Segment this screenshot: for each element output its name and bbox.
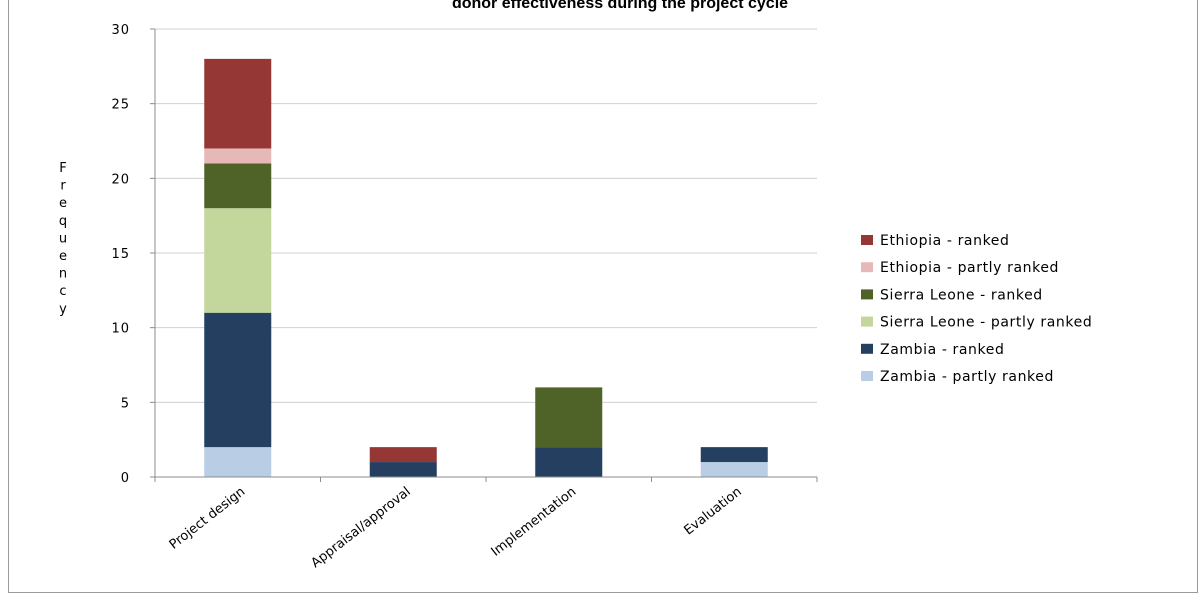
bars	[204, 58, 768, 477]
y-axis-label-char: e	[59, 196, 67, 211]
bar-segment	[204, 312, 272, 448]
bar-segment	[204, 58, 272, 149]
bar-segment	[535, 447, 603, 477]
axes	[150, 28, 818, 482]
y-axis-label-char: F	[59, 161, 66, 176]
y-axis-label-char: e	[59, 249, 67, 264]
x-tick-label: Evaluation	[681, 484, 744, 538]
bar-segment	[535, 387, 603, 448]
legend-swatch	[861, 343, 873, 354]
x-tick-label: Project design	[167, 484, 249, 552]
bar-segment	[700, 462, 768, 477]
legend-label: Ethiopia - partly ranked	[880, 260, 1059, 276]
y-axis-label-char: y	[59, 302, 67, 317]
legend-label: Zambia - ranked	[880, 342, 1004, 358]
bar-segment	[369, 447, 437, 463]
y-tick-label: 20	[111, 172, 130, 187]
legend-swatch	[861, 235, 873, 245]
y-tick-label: 30	[111, 23, 130, 38]
bar-segment	[204, 208, 272, 313]
legend-swatch	[861, 262, 873, 273]
chart-title: donor effectiveness during the project c…	[452, 0, 788, 12]
legend-swatch	[861, 371, 873, 381]
legend-swatch	[861, 289, 873, 300]
y-tick-label: 25	[111, 98, 130, 113]
legend-label: Zambia - partly ranked	[880, 369, 1054, 385]
y-tick-label: 0	[121, 471, 130, 486]
y-axis-label-char: c	[59, 284, 66, 299]
y-axis-label-char: q	[59, 214, 67, 229]
bar-segment	[204, 148, 272, 164]
bar-segment	[204, 447, 272, 477]
legend-label: Sierra Leone - ranked	[880, 287, 1043, 303]
y-tick-labels: 0 5 10 15 20 25 30	[111, 23, 130, 486]
y-tick-label: 10	[111, 322, 130, 337]
y-axis-label-char: u	[59, 231, 67, 246]
bar-segment	[369, 462, 437, 477]
y-tick-label: 5	[121, 396, 130, 411]
x-tick-labels: Project design Appraisal/approval Implemen…	[167, 484, 745, 571]
x-tick-label: Implementation	[489, 484, 580, 559]
chart-frame	[8, 0, 1198, 593]
bar-segment	[204, 163, 272, 209]
legend-swatch	[861, 316, 873, 327]
y-axis-label-char: r	[60, 179, 66, 194]
y-axis-label-char: n	[59, 267, 67, 282]
bar-segment	[700, 447, 768, 463]
legend-label: Sierra Leone - partly ranked	[880, 315, 1092, 331]
y-tick-label: 15	[111, 247, 130, 262]
legend-label: Ethiopia - ranked	[880, 233, 1010, 249]
legend: Ethiopia - ranked Ethiopia - partly ranke…	[861, 233, 1092, 385]
x-tick-label: Appraisal/approval	[308, 484, 413, 571]
